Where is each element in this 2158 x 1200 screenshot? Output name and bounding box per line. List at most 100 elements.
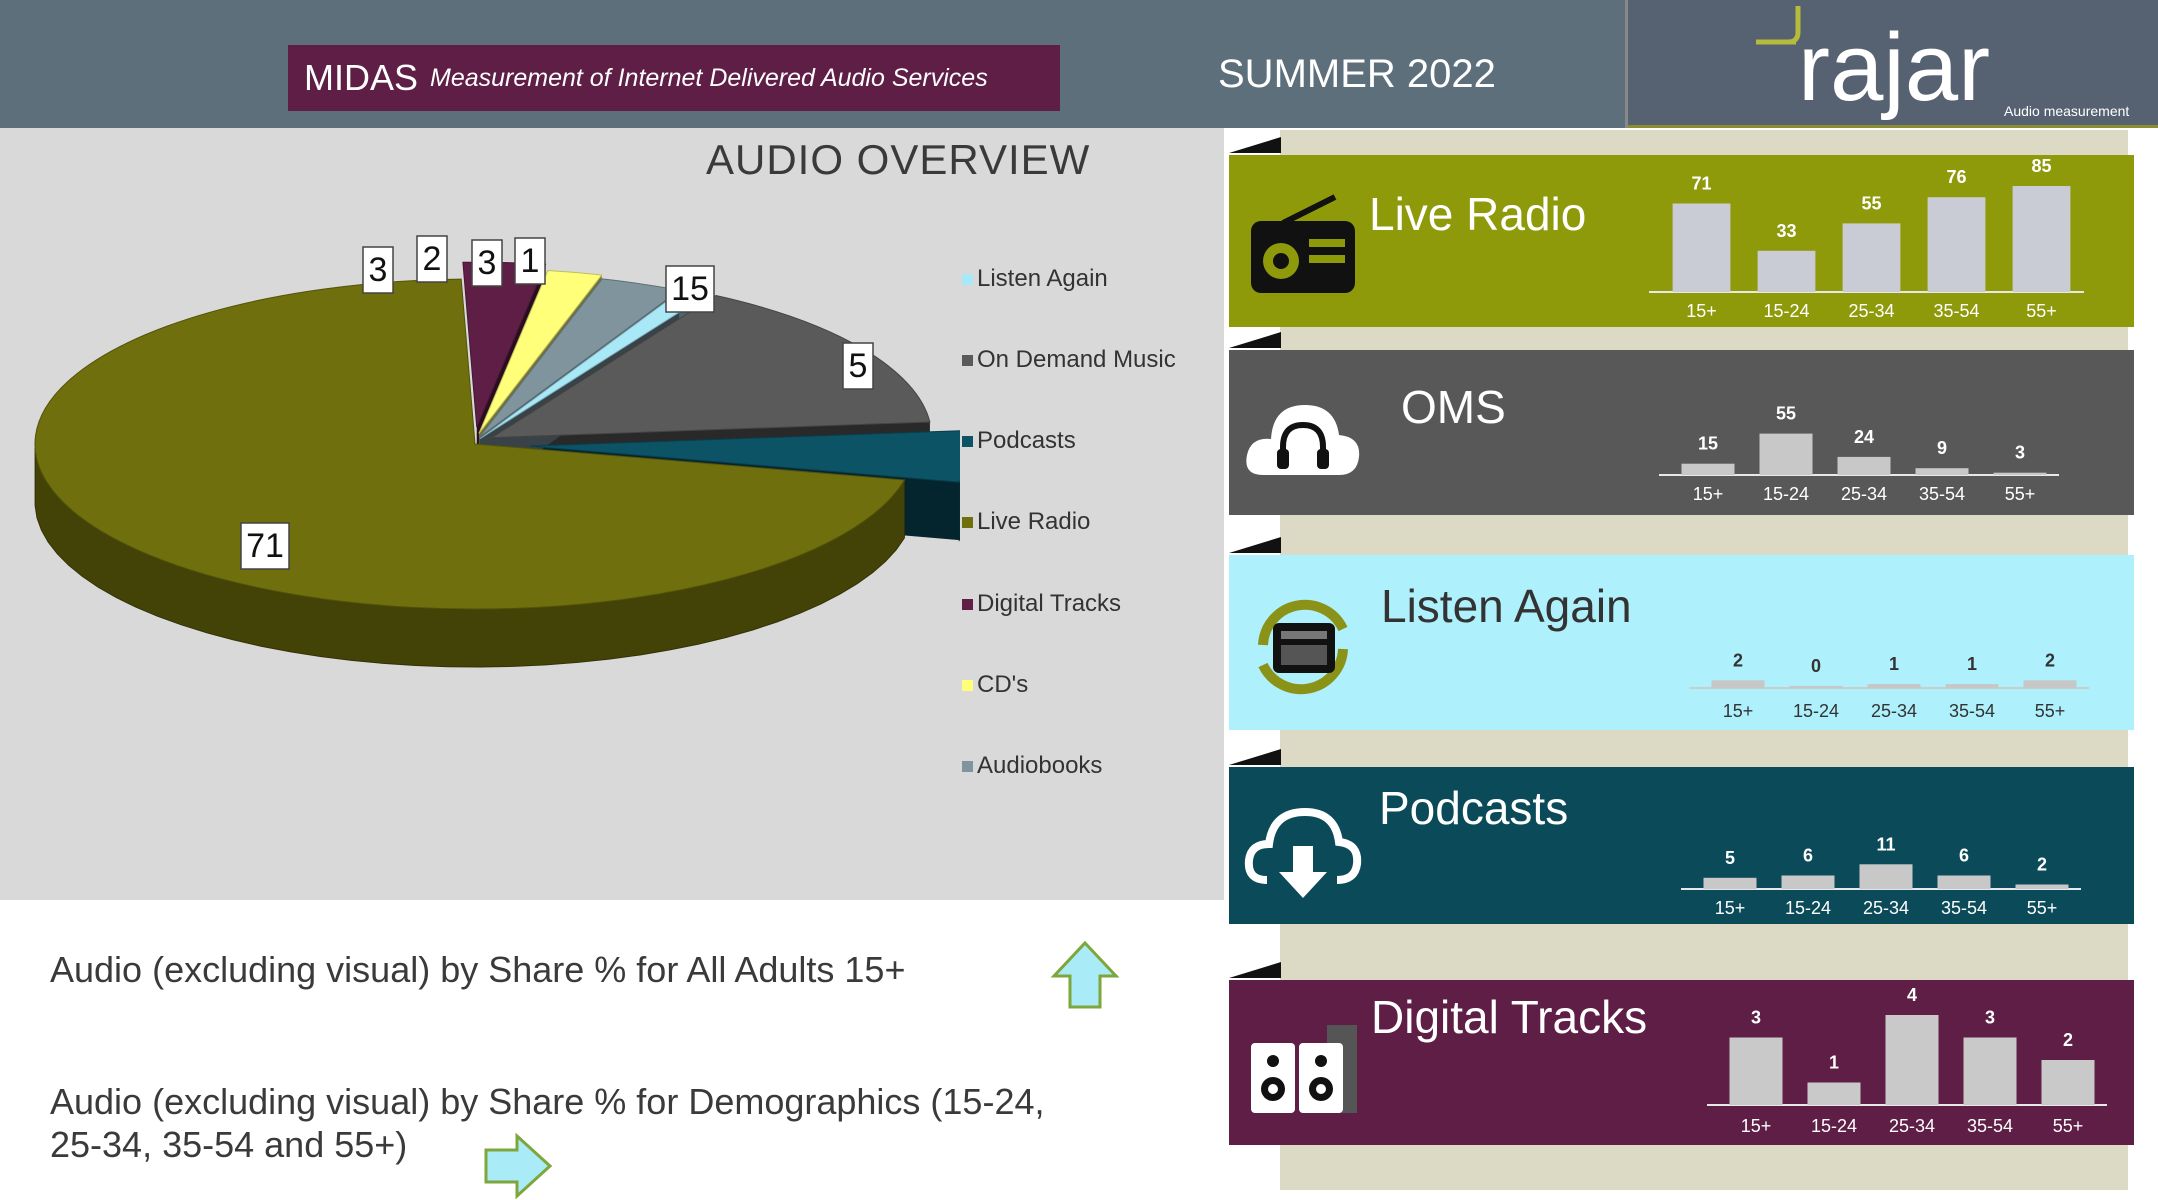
panel-tab-digital-tracks [1229, 962, 1281, 978]
category-label-listen-again-35-54: 35-54 [1949, 701, 1995, 721]
bar-digital-tracks-15-24 [1807, 1082, 1861, 1105]
category-label-live-radio-15-24: 15-24 [1763, 301, 1809, 321]
pie-label-live-radio: 71 [246, 527, 284, 565]
category-label-oms-35-54: 35-54 [1919, 484, 1965, 504]
caption-adults: Audio (excluding visual) by Share % for … [50, 949, 906, 990]
legend-item-digital-tracks: Digital Tracks [962, 590, 1121, 618]
bar-value-digital-tracks-15: 3 [1751, 1008, 1761, 1028]
midas-label: MIDAS [304, 57, 419, 98]
bar-value-podcasts-25-34: 11 [1876, 834, 1895, 854]
bar-chart-listen-again: 2 15+ 0 15-24 1 25-34 1 35-54 2 55+ [1689, 650, 2089, 721]
cloud-download-icon [1244, 807, 1362, 898]
pie-label-digital-tracks: 3 [369, 251, 388, 289]
panel-title-podcasts: Podcasts [1379, 782, 1569, 834]
legend-item-cd-s: CD's [962, 671, 1028, 699]
category-label-digital-tracks-55: 55+ [2053, 1116, 2084, 1136]
bar-oms-55 [1993, 472, 2047, 475]
legend-item-on-demand-music: On Demand Music [962, 346, 1176, 374]
bar-listen-again-55 [2023, 680, 2077, 688]
category-label-oms-25-34: 25-34 [1841, 484, 1887, 504]
legend-swatch-audiobooks [962, 760, 973, 772]
panel-tab-listen-again [1229, 537, 1281, 553]
arrow-up-icon[interactable] [1050, 940, 1120, 1010]
pie-label-box-listen-again [514, 237, 546, 285]
rajar-logo: rajar Audio measurement [1625, 0, 2158, 128]
bar-value-oms-15: 15 [1698, 434, 1718, 454]
bar-digital-tracks-35-54 [1963, 1037, 2017, 1105]
bar-value-live-radio-25-34: 55 [1861, 193, 1881, 213]
logo-subtitle: Audio measurement [2004, 103, 2129, 119]
category-label-podcasts-55: 55+ [2027, 898, 2058, 918]
bar-value-digital-tracks-25-34: 4 [1907, 985, 1917, 1005]
bar-live-radio-15 [1672, 203, 1731, 292]
bar-live-radio-15-24 [1757, 250, 1816, 292]
category-label-digital-tracks-15-24: 15-24 [1811, 1116, 1857, 1136]
bar-value-listen-again-15: 2 [1733, 650, 1743, 670]
bar-value-live-radio-35-54: 76 [1946, 167, 1966, 187]
bar-value-oms-55: 3 [2015, 443, 2025, 463]
bar-podcasts-15-24 [1781, 875, 1835, 889]
bar-chart-live-radio: 71 15+ 33 15-24 55 25-34 76 35-54 85 55+ [1649, 156, 2084, 321]
midas-banner: MIDAS Measurement of Internet Delivered … [288, 45, 1060, 111]
rajar-logo-mark: rajar Audio measurement [1756, 6, 2129, 121]
panel-title-listen-again: Listen Again [1381, 580, 1632, 632]
category-label-listen-again-25-34: 25-34 [1871, 701, 1917, 721]
legend-swatch-cd-s [962, 679, 973, 691]
panel-live-radio: Live Radio 71 15+ 33 15-24 55 25-34 76 35-54 85 55… [1229, 155, 2134, 327]
bar-value-podcasts-15: 5 [1725, 848, 1735, 868]
midas-full-name: Measurement of Internet Delivered Audio … [430, 63, 988, 92]
caption-demographics-line2: 25-34, 35-54 and 55+) [50, 1124, 408, 1165]
bar-chart-podcasts: 5 15+ 6 15-24 11 25-34 6 35-54 2 55+ [1681, 834, 2081, 918]
category-label-oms-15-24: 15-24 [1763, 484, 1809, 504]
bar-live-radio-55 [2012, 186, 2071, 292]
panel-podcasts: Podcasts 5 15+ 6 15-24 11 25-34 6 35-54 2 55+ [1229, 767, 2134, 924]
pie-slice-cd-s [478, 269, 603, 434]
category-label-podcasts-35-54: 35-54 [1941, 898, 1987, 918]
bar-value-oms-35-54: 9 [1937, 438, 1947, 458]
arrow-right-icon[interactable] [483, 1132, 553, 1200]
bar-live-radio-35-54 [1927, 197, 1986, 292]
bar-value-listen-again-55: 2 [2045, 650, 2055, 670]
bar-oms-35-54 [1915, 468, 1969, 475]
bar-value-digital-tracks-35-54: 3 [1985, 1008, 1995, 1028]
category-label-podcasts-15-24: 15-24 [1785, 898, 1831, 918]
bar-value-digital-tracks-55: 2 [2063, 1030, 2073, 1050]
bar-value-live-radio-15-24: 33 [1776, 221, 1796, 241]
radio-refresh-icon [1258, 599, 1348, 694]
legend-label-listen-again: Listen Again [977, 265, 1108, 292]
category-label-podcasts-15: 15+ [1715, 898, 1746, 918]
bar-podcasts-55 [2015, 884, 2069, 889]
category-label-oms-15: 15+ [1693, 484, 1724, 504]
bar-value-listen-again-15-24: 0 [1811, 656, 1821, 676]
audio-overview-pie-chart: 1 15 5 71 3 2 3 [34, 235, 960, 668]
pie-label-audiobooks: 3 [478, 244, 497, 282]
legend-item-audiobooks: Audiobooks [962, 752, 1102, 780]
legend-swatch-listen-again [962, 273, 973, 285]
category-label-digital-tracks-25-34: 25-34 [1889, 1116, 1935, 1136]
panel-title-digital-tracks: Digital Tracks [1371, 991, 1648, 1043]
bar-listen-again-15-24 [1789, 686, 1843, 688]
panel-digital-tracks: Digital Tracks 3 15+ 1 15-24 4 25-34 3 35-54 2 55+ [1229, 980, 2134, 1145]
category-label-podcasts-25-34: 25-34 [1863, 898, 1909, 918]
bar-chart-oms: 15 15+ 55 15-24 24 25-34 9 35-54 3 55+ [1659, 404, 2059, 504]
legend-label-digital-tracks: Digital Tracks [977, 590, 1122, 617]
category-label-listen-again-55: 55+ [2035, 701, 2066, 721]
bar-value-listen-again-25-34: 1 [1889, 654, 1899, 674]
pie-label-box-live-radio [240, 522, 290, 570]
caption-demographics: Audio (excluding visual) by Share % for … [50, 1080, 1044, 1166]
category-label-live-radio-55: 55+ [2026, 301, 2057, 321]
legend-swatch-podcasts [962, 435, 973, 447]
legend-label-podcasts: Podcasts [977, 427, 1076, 454]
bar-value-live-radio-15: 71 [1691, 174, 1711, 194]
category-label-live-radio-15: 15+ [1686, 301, 1717, 321]
overview-title: AUDIO OVERVIEW [706, 136, 1091, 183]
pie-label-on-demand-music: 15 [671, 270, 709, 308]
bar-listen-again-35-54 [1945, 684, 1999, 688]
legend-item-podcasts: Podcasts [962, 427, 1076, 455]
bar-podcasts-35-54 [1937, 875, 1991, 889]
bar-listen-again-25-34 [1867, 684, 1921, 688]
panel-title-oms: OMS [1401, 381, 1506, 433]
category-label-digital-tracks-15: 15+ [1741, 1116, 1772, 1136]
bar-value-oms-15-24: 55 [1776, 404, 1796, 424]
bar-podcasts-15 [1703, 877, 1757, 890]
